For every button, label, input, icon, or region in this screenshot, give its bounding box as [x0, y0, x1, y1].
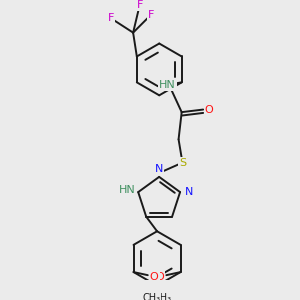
Text: N: N [185, 187, 194, 197]
Text: F: F [108, 14, 114, 23]
Text: N: N [155, 164, 163, 175]
Text: HN: HN [159, 80, 176, 90]
Text: HN: HN [119, 185, 136, 195]
Text: O: O [155, 272, 164, 282]
Text: CH₃: CH₃ [153, 293, 172, 300]
Text: F: F [136, 0, 143, 11]
Text: F: F [148, 10, 154, 20]
Text: S: S [179, 158, 186, 168]
Text: CH₃: CH₃ [142, 293, 161, 300]
Text: O: O [205, 105, 213, 115]
Text: O: O [150, 272, 159, 282]
